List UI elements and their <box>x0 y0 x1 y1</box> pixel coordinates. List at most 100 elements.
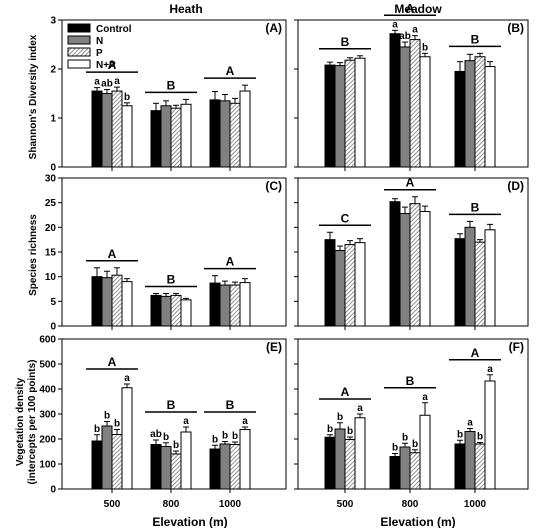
x-tick-label: 1000 <box>219 499 242 510</box>
bar-letter: b <box>163 432 169 443</box>
bar <box>334 428 346 490</box>
panel-label: (E) <box>266 340 282 354</box>
bar <box>170 453 182 490</box>
group-letter: B <box>341 35 350 49</box>
bar <box>484 66 496 168</box>
y-tick-label: 30 <box>45 174 57 185</box>
x-axis-title-meadow: Elevation (m) <box>380 515 455 528</box>
bar-letter: a <box>183 416 189 427</box>
bar <box>91 440 103 490</box>
bar <box>474 56 486 168</box>
bar <box>209 99 221 168</box>
bar-letter: a <box>242 416 248 427</box>
bar <box>419 211 431 327</box>
bar-letter: ab <box>150 429 162 440</box>
bar-letter: b <box>392 443 398 454</box>
y-tick-label: 0 <box>50 322 56 333</box>
bar-letter: a <box>422 392 428 403</box>
group-letter: A <box>226 64 235 78</box>
bar-letter: a <box>392 19 398 30</box>
y-axis-title-diversity: Shannon's Diversity index <box>28 34 39 159</box>
bar-letter: b <box>173 440 179 451</box>
panel-c: (C) 0 5 10 15 20 25 30 A B A <box>45 174 287 333</box>
bar-letter: a <box>412 25 418 36</box>
bar <box>389 201 401 327</box>
bar <box>354 242 366 327</box>
bar <box>111 274 123 327</box>
bar-letter: b <box>104 411 110 422</box>
bar <box>454 238 466 327</box>
bar <box>389 33 401 168</box>
bar-letter: a <box>94 77 100 88</box>
y-axis-title-richness: Species richness <box>28 214 39 296</box>
bar <box>324 64 336 168</box>
x-axis-title-heath: Elevation (m) <box>152 515 227 528</box>
bar-letter: ab <box>101 79 113 90</box>
bar <box>344 244 356 327</box>
bar <box>354 417 366 490</box>
y-tick-label: 15 <box>45 248 57 259</box>
group-letter: B <box>167 78 176 92</box>
bar <box>150 444 162 490</box>
y-tick-label: 600 <box>39 335 56 346</box>
group-letter: A <box>406 1 415 15</box>
bar <box>121 387 133 490</box>
bar <box>334 250 346 327</box>
y-tick-label: 500 <box>39 360 56 371</box>
bar <box>111 434 123 490</box>
x-tick-label: 800 <box>402 499 419 510</box>
panel-d: (D) C A B <box>294 176 529 330</box>
group-letter: A <box>226 255 235 269</box>
legend-swatch <box>67 35 91 45</box>
bar-letter: b <box>222 431 228 442</box>
bar <box>150 110 162 168</box>
bar-letter: a <box>487 364 493 375</box>
bar <box>101 93 113 168</box>
y-tick-label: 5 <box>50 297 56 308</box>
bar <box>454 70 466 168</box>
bar <box>324 239 336 327</box>
y-tick-label: 0 <box>50 485 56 496</box>
group-letter: B <box>406 374 415 388</box>
legend-swatch <box>67 23 91 33</box>
panel-label: (F) <box>509 340 524 354</box>
column-title-heath: Heath <box>169 2 202 16</box>
bar <box>180 103 192 168</box>
bar <box>111 90 123 168</box>
bar <box>344 59 356 168</box>
bar-letter: a <box>114 76 120 87</box>
bar-letter: b <box>114 419 120 430</box>
bar <box>464 226 476 327</box>
y-axis-title-density: Vegetation density (intercepts per 100 p… <box>15 359 38 484</box>
bar-letter: b <box>124 92 130 103</box>
x-tick-label: 500 <box>337 499 354 510</box>
legend-label: N <box>96 36 103 47</box>
bar <box>209 448 221 490</box>
x-tick-label: 800 <box>163 499 180 510</box>
bar <box>229 284 241 327</box>
bar <box>229 102 241 168</box>
bar <box>121 281 133 327</box>
bar <box>219 284 231 327</box>
svg-text:(intercepts per 100 points): (intercepts per 100 points) <box>27 359 38 484</box>
bar <box>474 241 486 327</box>
bar <box>484 380 496 490</box>
y-tick-label: 10 <box>45 272 57 283</box>
bar <box>219 443 231 490</box>
panel-label: (B) <box>507 21 524 35</box>
bar <box>160 105 172 168</box>
panel-label: (A) <box>265 21 282 35</box>
bar <box>454 443 466 490</box>
group-letter: B <box>471 200 480 214</box>
bar-letter: ab <box>399 31 411 42</box>
x-tick-label: 500 <box>104 499 121 510</box>
bar-letter: b <box>232 431 238 442</box>
bar <box>170 107 182 168</box>
bar <box>160 446 172 490</box>
bar <box>180 299 192 327</box>
bar <box>474 443 486 490</box>
